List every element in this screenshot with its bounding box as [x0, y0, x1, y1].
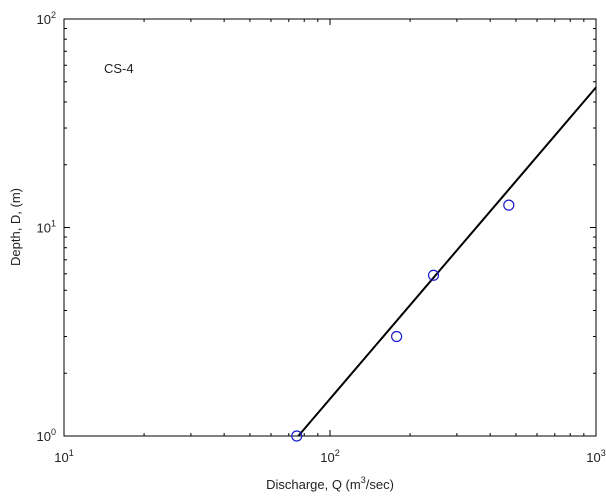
x-tick-label: 101 [54, 448, 73, 465]
data-point-marker [503, 199, 515, 211]
fit-line [297, 86, 597, 437]
x-tick-label-base: 10 [586, 450, 600, 465]
x-axis-label-suffix: /sec) [366, 477, 394, 492]
data-point-marker [291, 430, 303, 442]
y-axis-label: Depth, D, (m) [8, 188, 23, 266]
x-tick-label-exp: 3 [601, 448, 606, 458]
series-layer [291, 86, 597, 442]
x-tick-label: 103 [586, 448, 605, 465]
x-axis-label-sup: 3 [361, 475, 366, 485]
y-tick-label-exp: 2 [51, 10, 56, 20]
y-tick-label-exp: 0 [51, 427, 56, 437]
cs4-annotation: CS-4 [104, 61, 134, 76]
x-axis-label-prefix: Discharge, Q (m [266, 477, 361, 492]
data-point-marker [427, 269, 440, 281]
y-tick-label: 102 [37, 10, 56, 27]
major-ticks [63, 18, 597, 437]
data-point-marker [391, 330, 403, 343]
x-axis-label: Discharge, Q (m3/sec) [266, 475, 394, 492]
plot-frame [63, 18, 597, 437]
x-tick-label-exp: 2 [335, 448, 340, 458]
y-tick-label-base: 10 [37, 12, 51, 27]
y-tick-label: 100 [37, 427, 56, 444]
y-tick-label: 101 [37, 219, 56, 236]
x-tick-label-base: 10 [320, 450, 334, 465]
y-tick-label-base: 10 [37, 429, 51, 444]
y-tick-label-exp: 1 [51, 219, 56, 229]
minor-ticks [64, 19, 596, 436]
x-tick-label-base: 10 [54, 450, 68, 465]
x-tick-label: 102 [320, 448, 339, 465]
x-tick-label-exp: 1 [69, 448, 74, 458]
y-tick-label-base: 10 [37, 221, 51, 236]
